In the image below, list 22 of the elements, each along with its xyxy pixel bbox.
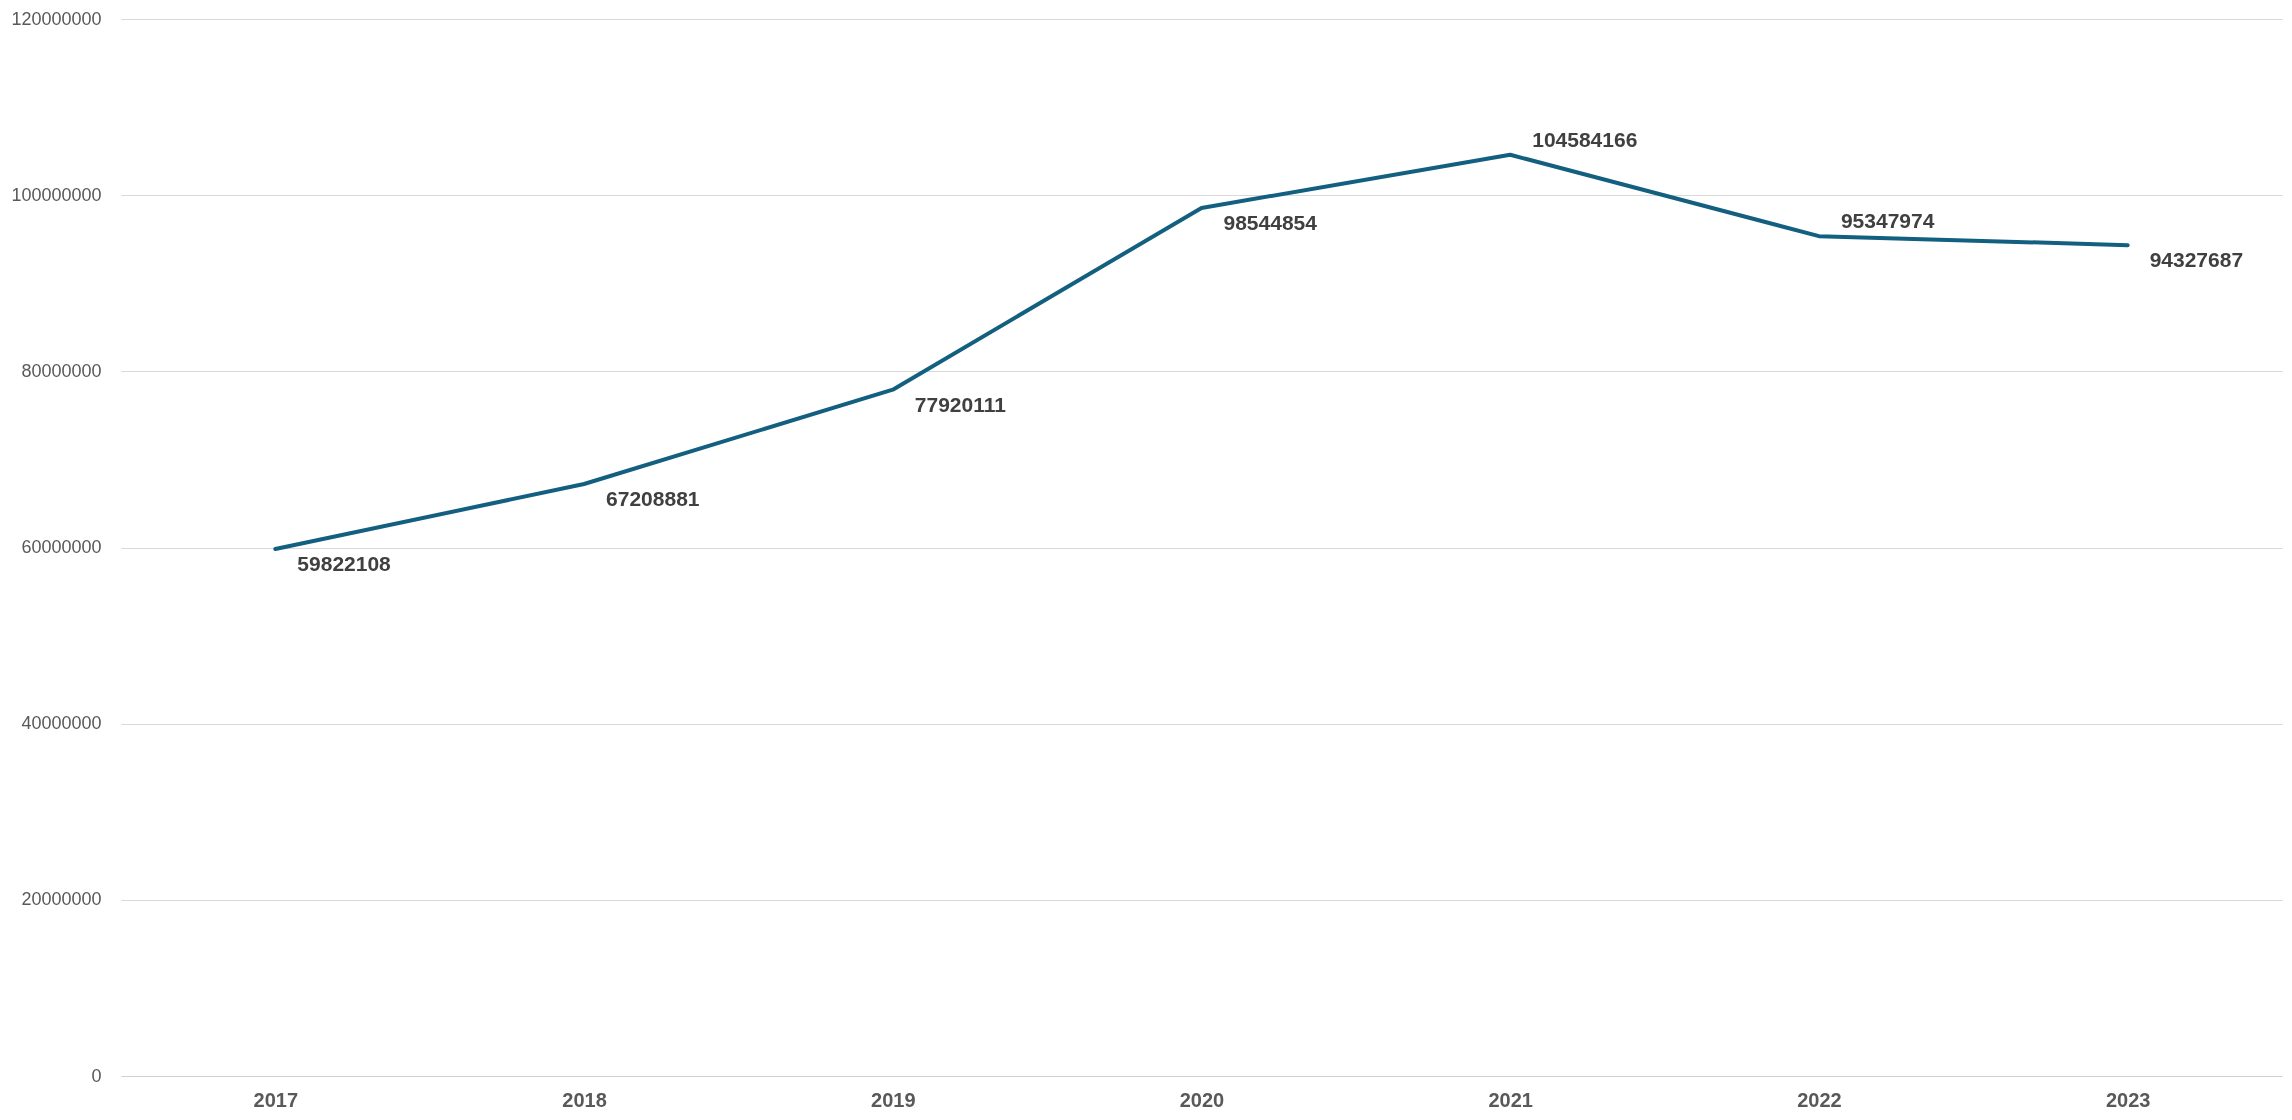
data-label: 67208881 <box>606 487 700 510</box>
y-tick-label: 80000000 <box>21 360 102 381</box>
y-tick-label: 100000000 <box>11 184 102 205</box>
x-tick-label: 2020 <box>1179 1088 1225 1111</box>
data-label: 98544854 <box>1223 210 1318 234</box>
x-tick-label: 2019 <box>871 1088 916 1111</box>
x-tick-label: 2023 <box>2105 1088 2151 1111</box>
x-tick-label: 2022 <box>1797 1088 1842 1111</box>
data-label: 77920111 <box>914 392 1007 416</box>
x-tick-label: 2017 <box>253 1088 299 1111</box>
data-label: 59822108 <box>297 552 392 576</box>
y-tick-label: 60000000 <box>21 537 102 557</box>
data-label: 94327687 <box>2149 248 2244 272</box>
x-tick-label: 2018 <box>562 1088 607 1111</box>
data-label: 95347974 <box>1840 209 1935 233</box>
x-tick-label: 2021 <box>1488 1088 1533 1111</box>
y-tick-label: 20000000 <box>21 889 102 910</box>
y-tick-label: 40000000 <box>21 713 102 734</box>
y-tick-label: 0 <box>91 1065 102 1086</box>
data-label: 104584166 <box>1532 127 1638 151</box>
y-tick-label: 120000000 <box>11 8 102 29</box>
line-series <box>273 152 2130 552</box>
